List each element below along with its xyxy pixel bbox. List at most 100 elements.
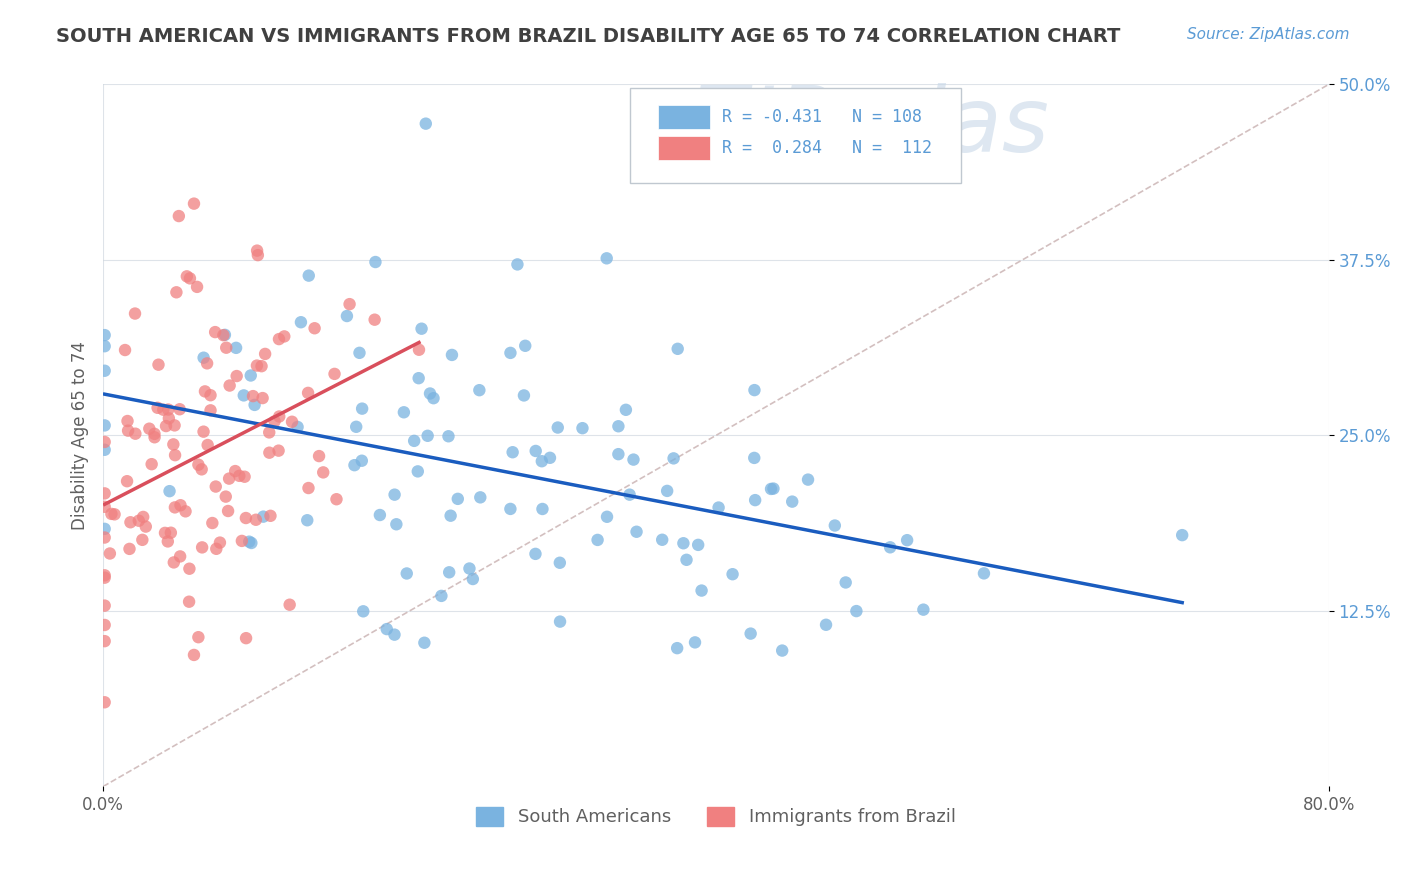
Point: [259, 508, 281, 523]
Point: [596, 252, 619, 266]
Point: [824, 518, 846, 533]
Point: [548, 556, 571, 570]
Point: [468, 383, 491, 397]
Point: [131, 533, 153, 547]
Point: [619, 488, 641, 502]
Point: [214, 327, 236, 342]
Point: [263, 414, 285, 428]
Legend: South Americans, Immigrants from Brazil: South Americans, Immigrants from Brazil: [470, 800, 963, 834]
Point: [395, 566, 418, 581]
Point: [440, 508, 463, 523]
Point: [513, 388, 536, 402]
Point: [193, 351, 215, 365]
Point: [93, 442, 115, 457]
Point: [100, 507, 122, 521]
Point: [688, 538, 710, 552]
Point: [163, 418, 186, 433]
Point: [218, 378, 240, 392]
Point: [233, 469, 256, 483]
Point: [273, 329, 295, 343]
Text: R = -0.431   N = 108: R = -0.431 N = 108: [723, 108, 922, 126]
Point: [662, 451, 685, 466]
Point: [200, 403, 222, 417]
Point: [167, 209, 190, 223]
Point: [744, 383, 766, 397]
Point: [187, 630, 209, 644]
Point: [344, 419, 367, 434]
Point: [120, 515, 142, 529]
Point: [190, 462, 212, 476]
Point: [215, 341, 238, 355]
Y-axis label: Disability Age 65 to 74: Disability Age 65 to 74: [72, 341, 89, 530]
Point: [973, 566, 995, 581]
Point: [93, 599, 115, 613]
Point: [666, 342, 689, 356]
Point: [413, 636, 436, 650]
Point: [524, 547, 547, 561]
Point: [239, 368, 262, 383]
Point: [408, 371, 430, 385]
Point: [124, 426, 146, 441]
Point: [912, 602, 935, 616]
Point: [93, 328, 115, 343]
Point: [169, 402, 191, 417]
FancyBboxPatch shape: [630, 88, 960, 183]
Point: [200, 388, 222, 402]
Point: [235, 631, 257, 645]
Point: [531, 502, 554, 516]
Point: [297, 481, 319, 495]
Point: [312, 466, 335, 480]
Point: [103, 508, 125, 522]
Point: [343, 458, 366, 472]
Point: [744, 493, 766, 508]
Point: [93, 418, 115, 433]
Point: [194, 384, 217, 399]
Point: [437, 429, 460, 443]
Point: [252, 509, 274, 524]
Point: [352, 604, 374, 618]
Point: [225, 369, 247, 384]
Point: [225, 341, 247, 355]
Point: [530, 454, 553, 468]
Point: [384, 628, 406, 642]
Point: [547, 420, 569, 434]
Point: [298, 268, 321, 283]
Point: [143, 430, 166, 444]
Point: [350, 454, 373, 468]
Point: [204, 479, 226, 493]
Point: [742, 450, 765, 465]
Point: [364, 255, 387, 269]
Text: R =  0.284   N =  112: R = 0.284 N = 112: [723, 139, 932, 157]
Point: [93, 695, 115, 709]
Point: [246, 244, 269, 258]
Point: [325, 492, 347, 507]
Point: [242, 389, 264, 403]
Point: [607, 419, 630, 434]
Point: [177, 595, 200, 609]
Point: [217, 504, 239, 518]
Point: [422, 391, 444, 405]
Point: [93, 522, 115, 536]
Point: [548, 615, 571, 629]
Point: [228, 468, 250, 483]
Point: [135, 519, 157, 533]
Point: [267, 332, 290, 346]
Point: [596, 509, 619, 524]
Point: [165, 285, 187, 300]
Point: [626, 524, 648, 539]
Point: [470, 491, 492, 505]
Point: [243, 398, 266, 412]
Point: [191, 541, 214, 555]
Point: [205, 541, 228, 556]
Point: [157, 402, 180, 417]
Point: [499, 346, 522, 360]
Point: [419, 386, 441, 401]
Point: [762, 482, 785, 496]
Point: [683, 635, 706, 649]
Point: [218, 472, 240, 486]
Point: [415, 117, 437, 131]
Point: [246, 248, 269, 262]
Point: [538, 450, 561, 465]
Point: [128, 514, 150, 528]
Point: [623, 452, 645, 467]
